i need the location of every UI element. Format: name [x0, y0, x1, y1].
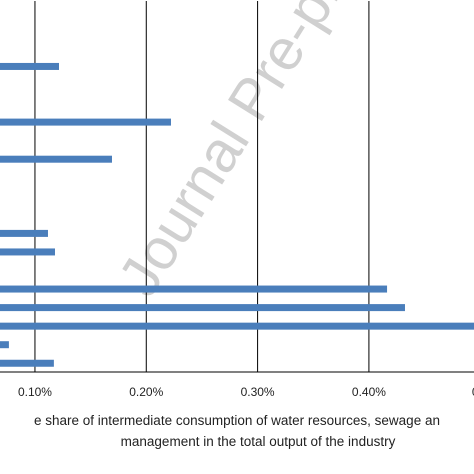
x-axis-label: management in the total output of the in… [121, 434, 396, 449]
bars [0, 62, 474, 367]
bar [0, 304, 405, 312]
x-tick-label: 0.20% [129, 385, 163, 399]
x-tick-label: 0.40% [352, 385, 386, 399]
bar [0, 341, 9, 349]
bar [0, 285, 388, 293]
bar [0, 118, 171, 126]
bar [0, 229, 48, 237]
x-tick-label: 0.30% [241, 385, 275, 399]
x-tick-label: 0.5 [472, 385, 474, 399]
x-tick-label: 0.10% [18, 385, 52, 399]
bar [0, 62, 59, 70]
bar [0, 248, 55, 256]
bar [0, 322, 474, 330]
bar [0, 155, 112, 163]
watermark: Journal Pre-proof [106, 0, 399, 307]
x-axis-label: e share of intermediate consumption of w… [34, 413, 440, 428]
bar [0, 359, 54, 367]
